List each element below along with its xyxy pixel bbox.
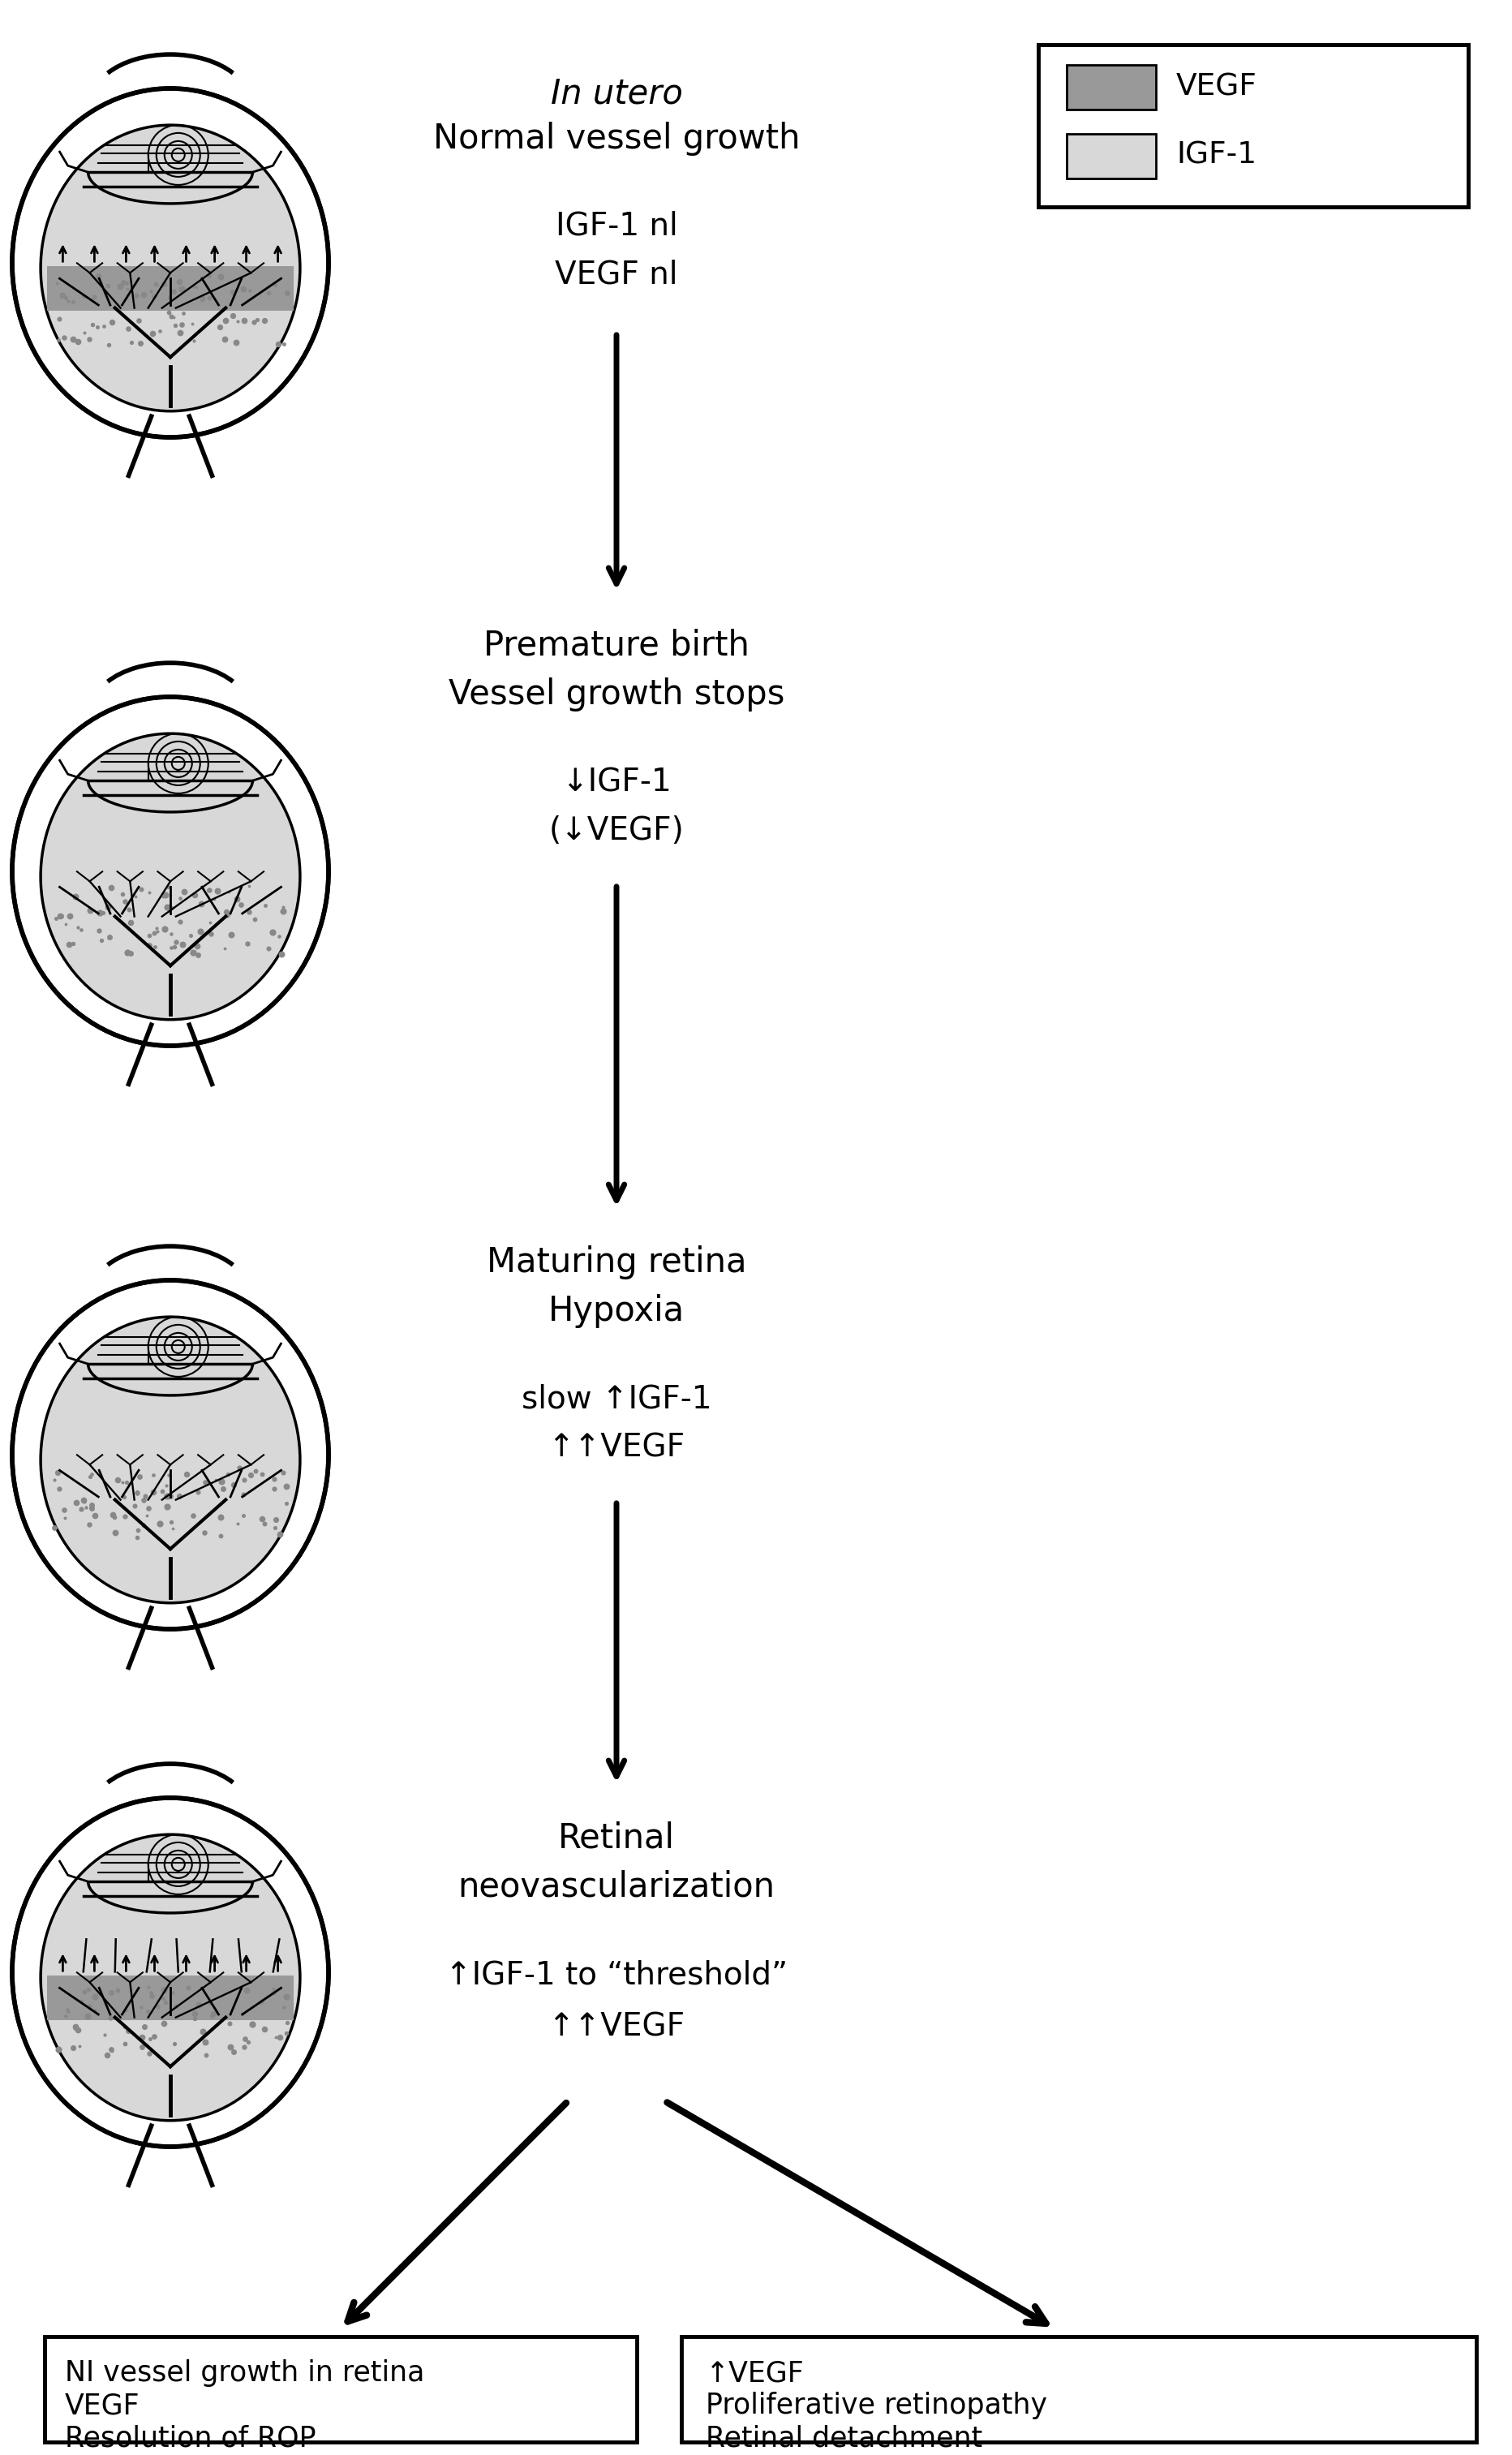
Bar [47, 1976, 293, 2020]
Bar [47, 265, 293, 312]
Text: IGF-1: IGF-1 [1176, 142, 1256, 169]
Text: ↑IGF-1 to “threshold”: ↑IGF-1 to “threshold” [445, 1959, 788, 1991]
Text: ↑↑VEGF: ↑↑VEGF [547, 1431, 685, 1463]
Ellipse shape [12, 1797, 328, 2146]
Bar [45, 2337, 637, 2443]
Text: Resolution of ROP: Resolution of ROP [65, 2423, 316, 2453]
Text: IGF-1 nl: IGF-1 nl [555, 211, 677, 241]
Ellipse shape [12, 697, 328, 1046]
Text: VEGF: VEGF [65, 2391, 141, 2418]
Text: Retinal detachment: Retinal detachment [706, 2423, 983, 2453]
Text: Vessel growth stops: Vessel growth stops [449, 678, 785, 712]
Bar [1039, 44, 1468, 206]
Ellipse shape [12, 88, 328, 437]
Text: ↓IGF-1: ↓IGF-1 [561, 766, 671, 798]
Text: VEGF: VEGF [1176, 71, 1256, 101]
Text: VEGF nl: VEGF nl [555, 260, 677, 290]
Bar [1066, 135, 1155, 179]
Text: ↑↑VEGF: ↑↑VEGF [547, 2013, 685, 2043]
Text: In utero: In utero [550, 76, 682, 110]
Bar [682, 2337, 1476, 2443]
Text: ↑VEGF: ↑VEGF [706, 2359, 804, 2386]
Ellipse shape [41, 1834, 299, 2121]
Text: neovascularization: neovascularization [458, 1871, 776, 1905]
Text: slow ↑IGF-1: slow ↑IGF-1 [522, 1382, 712, 1414]
Ellipse shape [12, 1279, 328, 1630]
Text: NI vessel growth in retina: NI vessel growth in retina [65, 2359, 425, 2386]
Text: Hypoxia: Hypoxia [549, 1294, 685, 1328]
Bar [1066, 64, 1155, 110]
Text: Premature birth: Premature birth [484, 628, 750, 663]
Ellipse shape [41, 734, 299, 1019]
Text: Proliferative retinopathy: Proliferative retinopathy [706, 2391, 1048, 2418]
Ellipse shape [41, 1316, 299, 1603]
Text: Maturing retina: Maturing retina [487, 1245, 747, 1279]
Ellipse shape [41, 125, 299, 410]
Text: Retinal: Retinal [558, 1822, 674, 1856]
Text: Normal vessel growth: Normal vessel growth [432, 123, 800, 155]
Text: (↓VEGF): (↓VEGF) [549, 815, 683, 847]
